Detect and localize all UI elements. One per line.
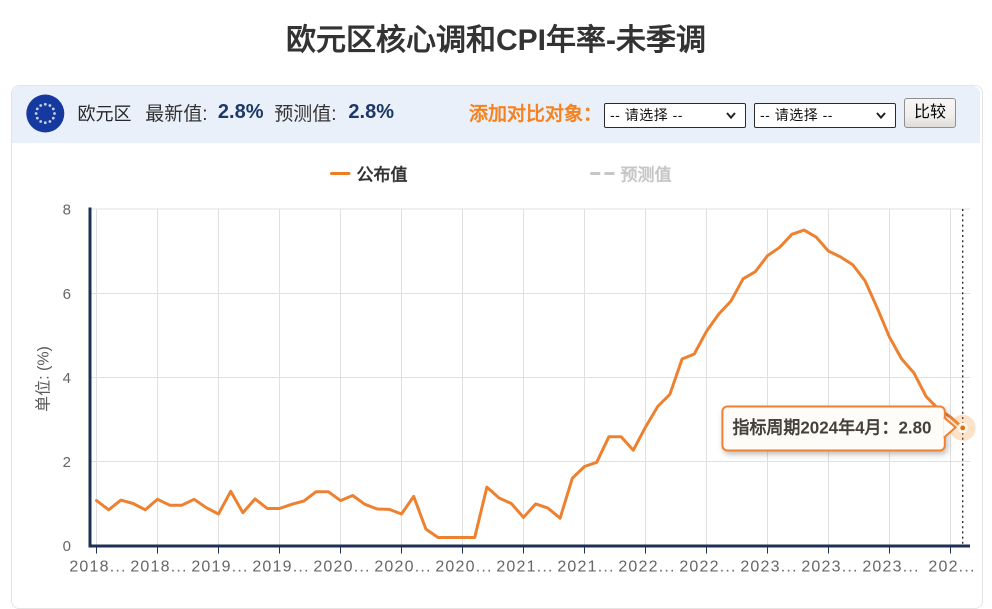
svg-text:2: 2 — [63, 454, 71, 471]
svg-text:2018...: 2018... — [69, 559, 126, 576]
svg-text:6: 6 — [63, 286, 71, 303]
svg-text:0: 0 — [63, 538, 71, 555]
svg-text:2023...: 2023... — [862, 559, 919, 576]
svg-text:2020...: 2020... — [435, 559, 492, 576]
svg-text:8: 8 — [63, 201, 71, 218]
svg-text:预测值: 预测值 — [621, 165, 672, 185]
svg-text:2023...: 2023... — [740, 559, 797, 576]
svg-text:4: 4 — [63, 370, 71, 387]
svg-text:2022...: 2022... — [679, 559, 736, 576]
svg-text:单位: (%): 单位: (%) — [35, 346, 53, 412]
svg-text:2020...: 2020... — [374, 559, 431, 576]
svg-text:2019...: 2019... — [252, 559, 309, 576]
svg-text:2021...: 2021... — [496, 559, 553, 576]
svg-text:2022...: 2022... — [618, 559, 675, 576]
svg-text:2020...: 2020... — [313, 559, 370, 576]
svg-text:2023...: 2023... — [801, 559, 858, 576]
svg-text:2018...: 2018... — [130, 559, 187, 576]
svg-text:公布值: 公布值 — [357, 165, 408, 185]
svg-text:2019...: 2019... — [191, 559, 248, 576]
svg-text:2021...: 2021... — [557, 559, 614, 576]
svg-text:指标周期2024年4月：2.80: 指标周期2024年4月：2.80 — [733, 418, 932, 438]
svg-text:202...: 202... — [928, 559, 975, 576]
